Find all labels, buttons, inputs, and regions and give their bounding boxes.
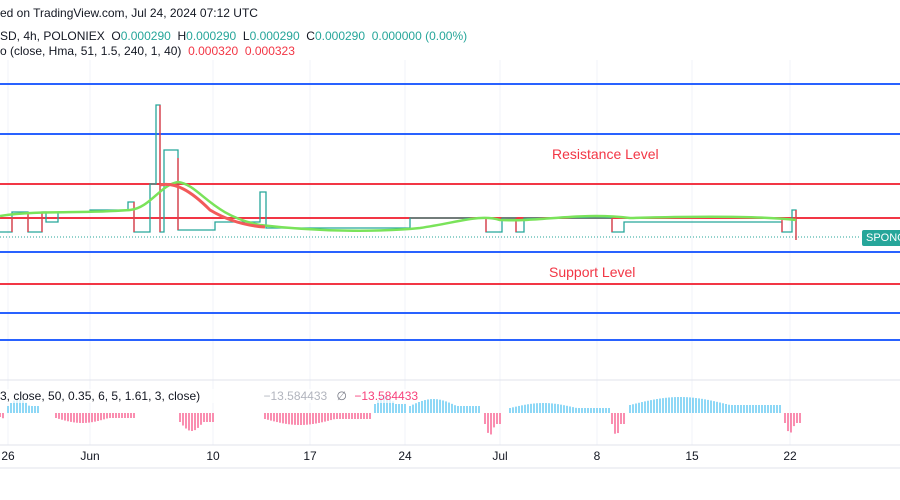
support-label: Support Level [549,264,636,280]
hma-line [0,180,797,232]
indicator-legend: o (close, Hma, 51, 1.5, 240, 1, 40) 0.00… [0,44,295,58]
symbol: SD, 4h, POLONIEX [0,29,105,43]
oscillator-value-2: −13.584433 [354,389,419,403]
open-value: 0.000290 [120,29,171,43]
x-tick: 24 [398,449,412,463]
resistance-label: Resistance Level [552,146,659,162]
x-tick: 10 [206,449,220,463]
close-value: 0.000290 [314,29,366,43]
x-tick: 8 [593,449,601,463]
oscillator-histogram [0,395,801,435]
price-down-steps [0,105,797,240]
ohlc-legend: SD, 4h, POLONIEX O0.000290 H0.000290 L0.… [0,29,468,43]
indicator-value-2: 0.000323 [244,44,295,58]
published-caption: ed on TradingView.com, Jul 24, 2024 07:1… [0,6,258,20]
x-tick: 26 [1,449,15,463]
x-tick: 15 [685,449,699,463]
indicator-params: o (close, Hma, 51, 1.5, 240, 1, 40) [0,44,182,58]
x-tick: Jun [80,449,100,463]
oscillator-value-1: −13.584433 [263,389,328,403]
x-tick: 17 [303,449,317,463]
x-tick: Jul [492,449,508,463]
oscillator-legend: 3, close, 50, 0.35, 6, 5, 1.61, 3, close… [0,389,419,403]
price-series [0,104,797,240]
change-value: 0.000000 (0.00%) [371,29,468,43]
low-value: 0.000290 [249,29,300,43]
high-value: 0.000290 [186,29,237,43]
oscillator-params: 3, close, 50, 0.35, 6, 5, 1.61, 3, close… [0,389,201,403]
hma-line-down [159,182,266,229]
x-tick: 22 [783,449,797,463]
price-badge: SPONG [862,230,900,246]
indicator-value-1: 0.000320 [188,44,239,58]
